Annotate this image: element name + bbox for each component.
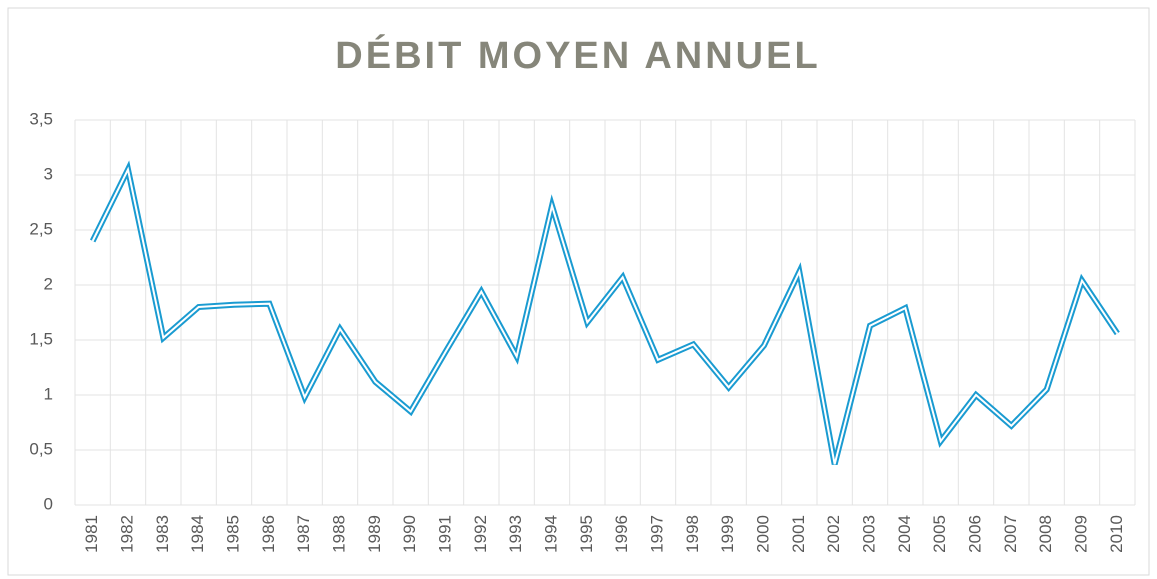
x-tick-label: 2004 (895, 515, 914, 553)
x-tick-label: 2003 (859, 515, 878, 553)
y-tick-label: 0 (44, 494, 53, 513)
x-tick-label: 1996 (612, 515, 631, 553)
x-tick-label: 1987 (294, 515, 313, 553)
x-tick-label: 2007 (1001, 515, 1020, 553)
x-tick-label: 1981 (82, 515, 101, 553)
x-tick-label: 2009 (1071, 515, 1090, 553)
x-tick-label: 1988 (329, 515, 348, 553)
x-tick-label: 1999 (718, 515, 737, 553)
x-tick-label: 1985 (223, 515, 242, 553)
x-tick-label: 1986 (259, 515, 278, 553)
line-inner (91, 166, 1119, 465)
x-tick-label: 2010 (1107, 515, 1126, 553)
y-tick-label: 1,5 (29, 329, 53, 348)
x-tick-label: 2005 (930, 515, 949, 553)
x-tick-label: 1993 (506, 515, 525, 553)
x-tick-label: 1998 (683, 515, 702, 553)
chart-title: DÉBIT MOYEN ANNUEL (335, 33, 820, 77)
x-tick-label: 1991 (435, 515, 454, 553)
x-tick-label: 2002 (824, 515, 843, 553)
x-tick-label: 1990 (400, 515, 419, 553)
x-tick-label: 1992 (471, 515, 490, 553)
y-tick-label: 3 (44, 164, 53, 183)
y-tick-label: 0,5 (29, 439, 53, 458)
x-tick-label: 1995 (577, 515, 596, 553)
y-tick-label: 2 (44, 274, 53, 293)
x-tick-label: 1982 (117, 515, 136, 553)
x-tick-label: 2000 (753, 515, 772, 553)
x-tick-label: 1994 (541, 515, 560, 553)
x-tick-label: 1983 (153, 515, 172, 553)
y-tick-label: 2,5 (29, 219, 53, 238)
y-tick-label: 3,5 (29, 109, 53, 128)
x-tick-label: 1989 (365, 515, 384, 553)
x-tick-label: 1997 (647, 515, 666, 553)
x-tick-label: 2006 (965, 515, 984, 553)
x-tick-label: 2001 (789, 515, 808, 553)
x-tick-label: 1984 (188, 515, 207, 553)
y-tick-label: 1 (44, 384, 53, 403)
x-tick-label: 2008 (1036, 515, 1055, 553)
